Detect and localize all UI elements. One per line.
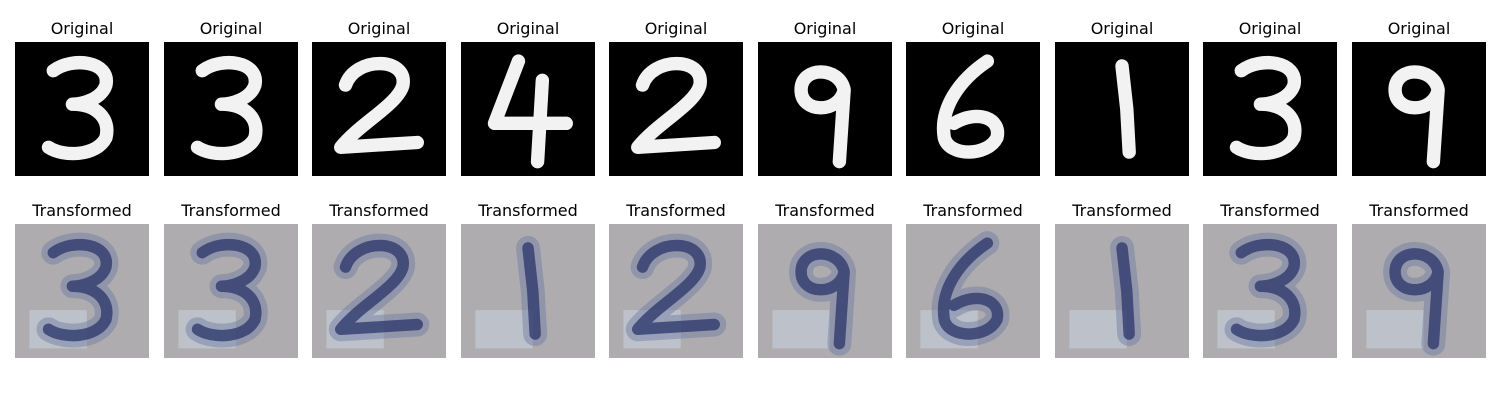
original-title: Original xyxy=(347,19,411,38)
digit-stroke xyxy=(334,57,424,154)
original-digit-image xyxy=(461,42,595,176)
transformed-title: Transformed xyxy=(1369,201,1469,220)
original-title: Original xyxy=(1238,19,1302,38)
transformed-digit-image xyxy=(312,224,446,358)
original-title: Original xyxy=(1090,19,1154,38)
transformed-digit-image xyxy=(164,224,298,358)
original-digit-image xyxy=(164,42,298,176)
original-digit-image xyxy=(1203,42,1337,176)
original-title: Original xyxy=(496,19,560,38)
digit-stroke xyxy=(631,239,721,336)
digit-stroke xyxy=(794,65,851,169)
digit-stroke xyxy=(487,54,573,169)
digit-stroke xyxy=(1230,238,1301,342)
original-digit-image xyxy=(609,42,743,176)
digit-stroke xyxy=(795,248,850,350)
digit-stroke xyxy=(1389,248,1444,350)
digit-stroke xyxy=(1116,242,1135,340)
digit-stroke xyxy=(1388,65,1445,169)
original-title: Original xyxy=(199,19,263,38)
transformed-digit-image xyxy=(15,224,149,358)
original-digit-image xyxy=(1055,42,1189,176)
transformed-digit-image xyxy=(758,224,892,358)
transformed-title: Transformed xyxy=(626,201,726,220)
transformed-title: Transformed xyxy=(775,201,875,220)
digit-stroke xyxy=(190,55,263,161)
digit-stroke xyxy=(42,238,113,342)
transformed-title: Transformed xyxy=(1072,201,1172,220)
original-digit-image xyxy=(1352,42,1486,176)
transformed-digit-image xyxy=(1352,224,1486,358)
digit-stroke xyxy=(1229,55,1302,161)
original-title: Original xyxy=(941,19,1005,38)
digit-stroke xyxy=(937,237,1004,340)
original-digit-image xyxy=(312,42,446,176)
digit-stroke xyxy=(41,55,114,161)
original-title: Original xyxy=(1387,19,1451,38)
transformed-digit-image xyxy=(609,224,743,358)
original-digit-image xyxy=(906,42,1040,176)
digit-stroke xyxy=(631,57,721,154)
transformed-digit-image xyxy=(1203,224,1337,358)
transformed-title: Transformed xyxy=(181,201,281,220)
digit-stroke xyxy=(334,239,424,336)
digit-stroke xyxy=(191,238,262,342)
original-digit-image xyxy=(758,42,892,176)
digit-stroke xyxy=(936,54,1005,159)
original-title: Original xyxy=(50,19,114,38)
transformed-digit-image xyxy=(1055,224,1189,358)
transformed-title: Transformed xyxy=(32,201,132,220)
digit-stroke xyxy=(1115,59,1136,159)
original-title: Original xyxy=(793,19,857,38)
digit-stroke xyxy=(522,242,541,340)
transformed-digit-image xyxy=(461,224,595,358)
transformed-digit-image xyxy=(906,224,1040,358)
transformed-title: Transformed xyxy=(478,201,578,220)
original-digit-image xyxy=(15,42,149,176)
transformed-title: Transformed xyxy=(1220,201,1320,220)
transformed-title: Transformed xyxy=(329,201,429,220)
original-title: Original xyxy=(644,19,708,38)
transformed-title: Transformed xyxy=(923,201,1023,220)
